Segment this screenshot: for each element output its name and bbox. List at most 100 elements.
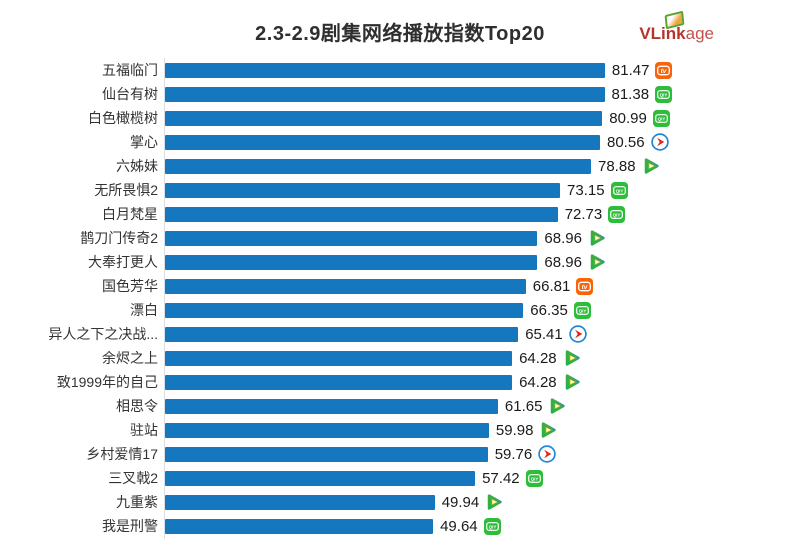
iqiyi-icon: QIY — [483, 517, 501, 535]
bar — [165, 134, 600, 150]
bar-value: 80.56 — [607, 133, 645, 151]
bar-label: 鹊刀门传奇2 — [80, 230, 158, 246]
bar — [165, 62, 605, 78]
bar-row: 鹊刀门传奇2 68.96 — [0, 226, 800, 250]
bar-label: 无所畏惧2 — [94, 182, 158, 198]
bar-label: 白色橄榄树 — [88, 110, 158, 126]
bar-label: 驻站 — [130, 422, 158, 438]
bar-label: 乡村爱情17 — [86, 446, 158, 462]
youku-icon — [650, 133, 669, 151]
bar-row: 六姊妹 78.88 — [0, 154, 800, 178]
iqiyi-icon: QIY — [608, 205, 626, 223]
bar — [165, 158, 591, 174]
iqiyi-icon: QIY — [525, 469, 543, 487]
bar-label: 致1999年的自己 — [56, 374, 158, 390]
bar-label: 余烬之上 — [102, 350, 158, 366]
tencent-video-icon — [563, 373, 582, 391]
bar — [165, 350, 513, 366]
bar — [165, 278, 526, 294]
iqiyi-icon: QIY — [655, 85, 673, 103]
bar — [165, 494, 435, 510]
bar-row: 漂白 66.35 QIY — [0, 298, 800, 322]
svg-text:QIY: QIY — [615, 188, 623, 193]
bar-value: 72.73 — [564, 205, 603, 223]
bar-label: 六姊妹 — [116, 158, 158, 174]
bar-row: 仙台有树 81.38 QIY — [0, 82, 800, 106]
bar-value: 66.35 — [530, 301, 568, 319]
bar-value: 68.96 — [544, 253, 582, 271]
bar — [165, 518, 434, 534]
bar-row: 相思令 61.65 — [0, 394, 800, 418]
bar-label: 漂白 — [130, 302, 158, 318]
y-axis-line — [164, 58, 165, 539]
bar-label: 三叉戟2 — [108, 470, 158, 486]
bar — [165, 374, 513, 390]
bar — [165, 422, 489, 438]
bar-label: 异人之下之决战... — [48, 326, 158, 342]
logo-text-bold: VLink — [639, 24, 686, 43]
bar-value: 80.99 — [609, 109, 647, 127]
bar — [165, 302, 524, 318]
tencent-video-icon — [563, 349, 582, 367]
logo-text-light: age — [685, 24, 714, 43]
bar-value: 81.38 — [611, 85, 650, 103]
bar-label: 我是刑警 — [102, 518, 158, 534]
bar-row: 三叉戟2 57.42 QIY — [0, 466, 800, 490]
bar — [165, 398, 498, 414]
bar-value: 59.76 — [494, 445, 533, 463]
bar-value: 68.96 — [544, 229, 582, 247]
bar-label: 五福临门 — [102, 62, 158, 78]
iqiyi-icon: QIY — [573, 301, 591, 319]
svg-text:QIY: QIY — [579, 308, 587, 313]
vlinkage-logo: VLinkage — [639, 10, 714, 44]
bar-value: 65.41 — [525, 325, 563, 343]
bar-row: 致1999年的自己 64.28 — [0, 370, 800, 394]
bar-label: 仙台有树 — [102, 86, 158, 102]
tencent-video-icon — [539, 421, 558, 439]
chart-title: 2.3-2.9剧集网络播放指数Top20 — [255, 23, 545, 45]
bar-row: 九重紫 49.94 — [0, 490, 800, 514]
iqiyi-icon: QIY — [610, 181, 628, 199]
bar-row: 异人之下之决战... 65.41 — [0, 322, 800, 346]
tencent-video-icon — [588, 253, 607, 271]
iqiyi-icon: QIY — [652, 109, 670, 127]
svg-text:QIY: QIY — [660, 92, 668, 97]
bar — [165, 254, 538, 270]
bar-value: 61.65 — [504, 397, 543, 415]
bar-value: 49.64 — [440, 517, 478, 535]
svg-text:tv: tv — [582, 283, 588, 290]
svg-text:QIY: QIY — [658, 116, 666, 121]
svg-text:tv: tv — [661, 67, 667, 74]
bar-chart: 五福临门 81.47 tv 仙台有树 81.38 QIY 白色橄榄树 80.99 QI… — [0, 58, 800, 539]
tencent-video-icon — [588, 229, 607, 247]
bar — [165, 206, 558, 222]
bar-row: 乡村爱情17 59.76 — [0, 442, 800, 466]
bar-value: 49.94 — [441, 493, 480, 511]
bar-row: 白色橄榄树 80.99 QIY — [0, 106, 800, 130]
bar — [165, 470, 476, 486]
bar-value: 64.28 — [519, 349, 557, 367]
bar-row: 无所畏惧2 73.15 QIY — [0, 178, 800, 202]
tencent-video-icon — [485, 493, 504, 511]
bar-value: 57.42 — [482, 469, 520, 487]
svg-text:QIY: QIY — [488, 524, 496, 529]
bar-row: 国色芳华 66.81 tv — [0, 274, 800, 298]
bar-value: 64.28 — [519, 373, 557, 391]
bar-label: 大奉打更人 — [88, 254, 158, 270]
bar-row: 驻站 59.98 — [0, 418, 800, 442]
bar-row: 余烬之上 64.28 — [0, 346, 800, 370]
bar-row: 我是刑警 49.64 QIY — [0, 514, 800, 538]
bar — [165, 446, 488, 462]
bar-label: 九重紫 — [116, 494, 158, 510]
bar-value: 81.47 — [611, 61, 650, 79]
youku-icon — [568, 325, 587, 343]
bar — [165, 110, 603, 126]
tencent-video-icon — [548, 397, 567, 415]
mgtv-icon: tv — [655, 61, 673, 79]
bar-value: 73.15 — [567, 181, 605, 199]
bar-row: 大奉打更人 68.96 — [0, 250, 800, 274]
bar-value: 78.88 — [598, 157, 636, 175]
svg-text:QIY: QIY — [530, 476, 538, 481]
bar-value: 66.81 — [532, 277, 571, 295]
